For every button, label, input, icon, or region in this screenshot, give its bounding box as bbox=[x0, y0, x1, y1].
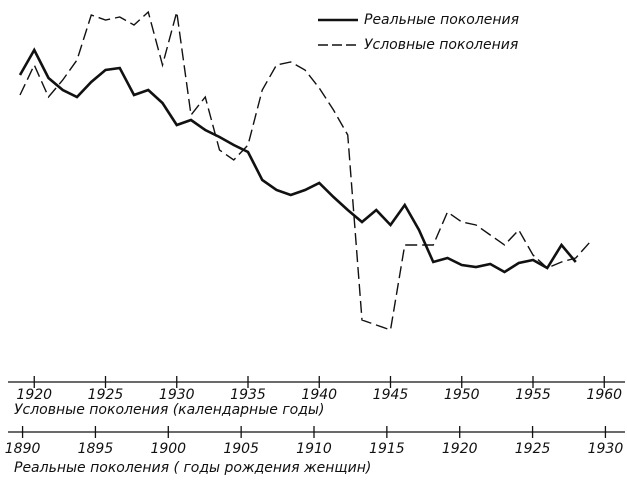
x2-tick-label: 1905 bbox=[223, 441, 259, 457]
x2-tick-label: 1910 bbox=[296, 441, 332, 457]
x2-tick-label: 1890 bbox=[5, 441, 41, 457]
series-line bbox=[18, 47, 577, 274]
x-tick-label: 1925 bbox=[88, 387, 124, 403]
x2-tick-label: 1900 bbox=[150, 441, 186, 457]
x2-tick-label: 1920 bbox=[442, 441, 478, 457]
x-tick-label: 1950 bbox=[444, 387, 480, 403]
x-tick-label: 1945 bbox=[373, 387, 409, 403]
series-line bbox=[19, 10, 591, 331]
legend-label: Условные поколения bbox=[364, 37, 518, 53]
x-tick-label: 1920 bbox=[16, 387, 52, 403]
x2-tick-label: 1915 bbox=[369, 441, 405, 457]
x2-tick-label: 1930 bbox=[588, 441, 624, 457]
x-tick-label: 1960 bbox=[586, 387, 622, 403]
x-axis-title: Условные поколения (календарные годы) bbox=[14, 402, 324, 418]
x2-tick-label: 1925 bbox=[515, 441, 551, 457]
x2-tick-label: 1895 bbox=[78, 441, 114, 457]
x-tick-label: 1940 bbox=[301, 387, 337, 403]
x-tick-label: 1935 bbox=[230, 387, 266, 403]
x-tick-label: 1930 bbox=[159, 387, 195, 403]
x2-axis-title: Реальные поколения ( годы рождения женщи… bbox=[14, 460, 371, 476]
x-tick-label: 1955 bbox=[515, 387, 551, 403]
legend-label: Реальные поколения bbox=[364, 12, 519, 28]
